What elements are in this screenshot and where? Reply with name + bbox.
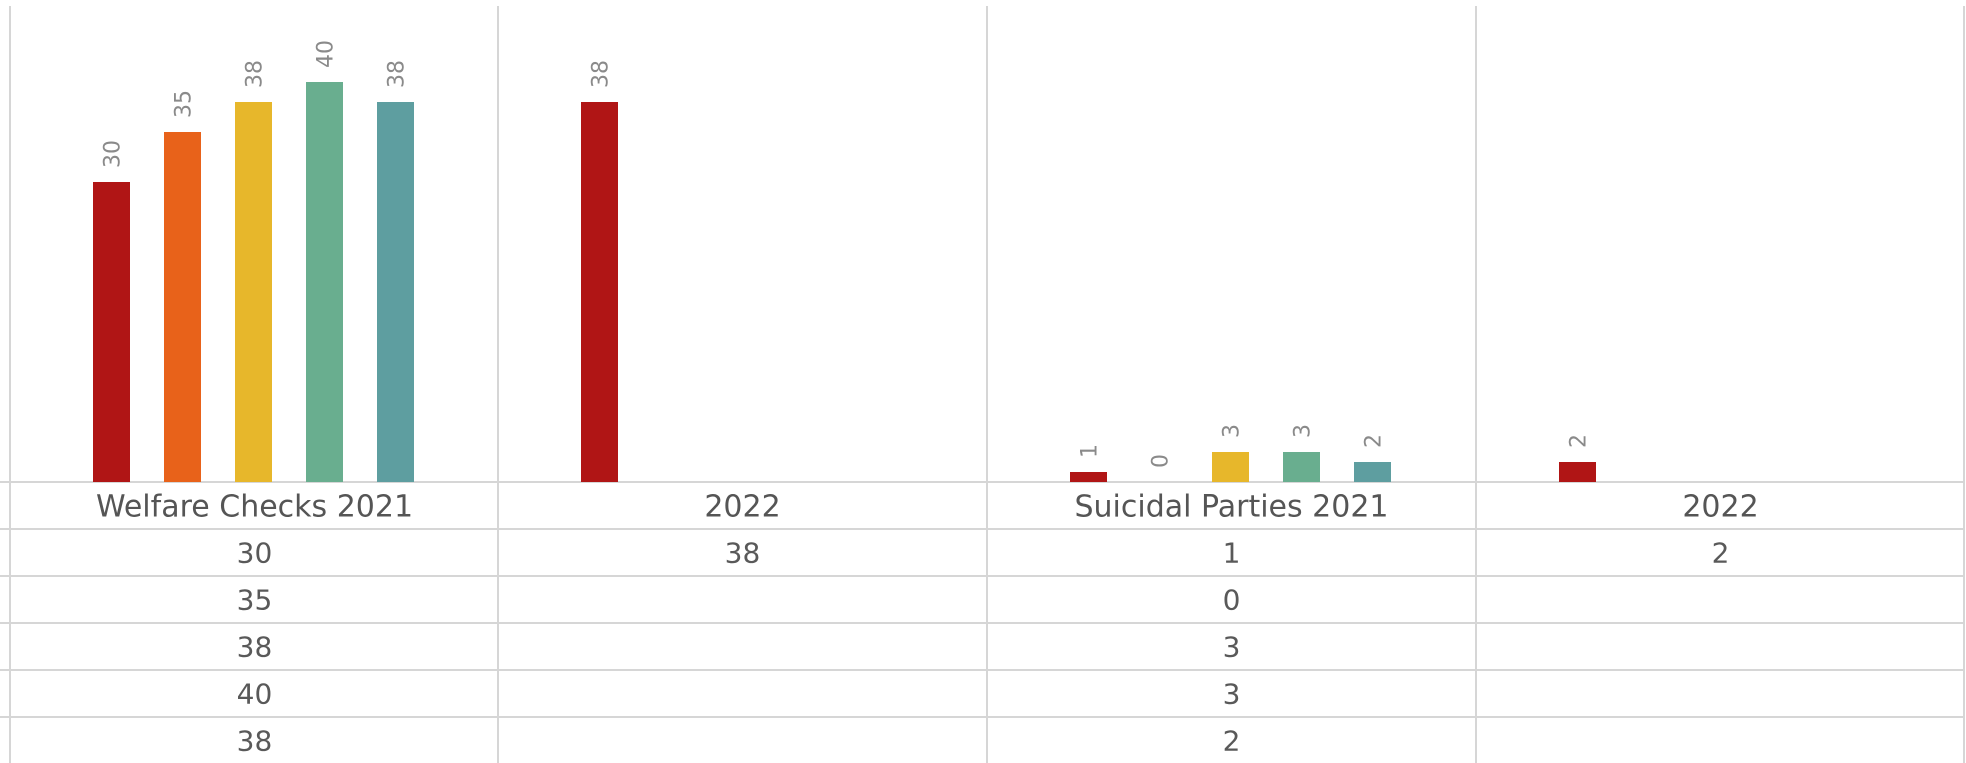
data-label: 30	[101, 140, 126, 168]
data-label: 35	[172, 90, 197, 118]
bar	[1212, 452, 1249, 482]
data-label: 38	[243, 60, 268, 88]
table-cell: 38	[725, 537, 761, 570]
table-cell: 38	[237, 725, 273, 758]
table-cell: 2	[1223, 725, 1241, 758]
data-label: 38	[589, 60, 614, 88]
table-cell: 3	[1223, 631, 1241, 664]
bar	[581, 102, 618, 482]
bar	[1283, 452, 1320, 482]
data-label: 2	[1567, 434, 1592, 448]
category-label: Suicidal Parties 2021	[1074, 490, 1388, 525]
data-table: Welfare Checks 20213035384038202238Suici…	[96, 490, 1759, 758]
bar	[306, 82, 343, 482]
bar	[1559, 462, 1596, 482]
category-label: Welfare Checks 2021	[96, 490, 413, 525]
table-cell: 3	[1223, 678, 1241, 711]
table-cell: 35	[237, 584, 273, 617]
table-grid	[0, 6, 1965, 763]
data-label: 2	[1362, 434, 1387, 448]
table-cell: 38	[237, 631, 273, 664]
data-label: 0	[1149, 454, 1174, 468]
data-label: 38	[385, 60, 410, 88]
category-label: 2022	[1682, 490, 1758, 525]
bar	[1070, 472, 1107, 482]
table-cell: 1	[1223, 537, 1241, 570]
bar	[377, 102, 414, 482]
category-label: 2022	[704, 490, 780, 525]
table-cell: 40	[237, 678, 273, 711]
bar	[164, 132, 201, 482]
data-label: 1	[1078, 444, 1103, 458]
bar	[93, 182, 130, 482]
bar	[1354, 462, 1391, 482]
table-cell: 0	[1223, 584, 1241, 617]
data-label: 40	[314, 40, 339, 68]
data-labels: 30 35 38 40 38 38 1 0 3 3 2 2	[101, 40, 1592, 468]
table-cell: 2	[1712, 537, 1730, 570]
table-cell: 30	[237, 537, 273, 570]
bar-series	[93, 82, 1596, 482]
data-label: 3	[1220, 424, 1245, 438]
bar	[235, 102, 272, 482]
data-label: 3	[1291, 424, 1316, 438]
